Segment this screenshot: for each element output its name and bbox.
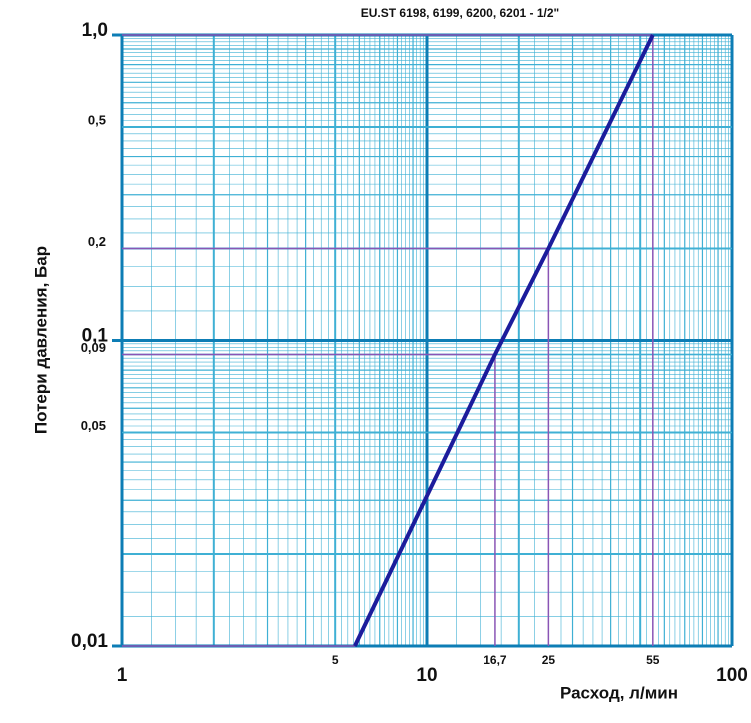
y-axis-label: Потери давления, Бар: [31, 246, 50, 434]
x-tick-label: 100: [716, 665, 748, 686]
x-annotation-label: 25: [542, 653, 556, 667]
x-tick-label: 1: [117, 665, 128, 686]
chart-title: EU.ST 6198, 6199, 6200, 6201 - 1/2": [361, 6, 560, 20]
x-tick-label: 10: [416, 665, 437, 686]
x-annotation-label: 16,7: [483, 653, 507, 667]
y-tick-label: 1,0: [82, 20, 108, 41]
x-annotation-label: 55: [646, 653, 660, 667]
y-tick-label: 0,09: [81, 340, 106, 355]
y-tick-label: 0,1: [82, 326, 109, 347]
y-tick-label: 0,05: [81, 418, 106, 433]
x-axis-label: Расход, л/мин: [560, 683, 678, 702]
y-tick-label: 0,01: [71, 631, 108, 652]
y-tick-label: 0,2: [88, 234, 106, 249]
series-line: [353, 34, 655, 647]
y-tick-label: 0,5: [88, 112, 106, 127]
x-annotation-label: 5: [332, 653, 339, 667]
